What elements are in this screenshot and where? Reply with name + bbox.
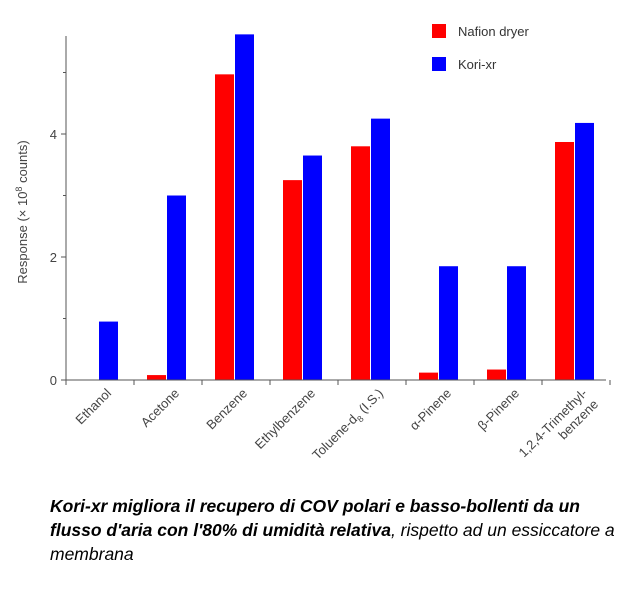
bar-nafion-dryer-7 <box>555 141 574 380</box>
bar-nafion-dryer-6 <box>487 369 506 380</box>
y-axis-title-suffix: counts) <box>15 140 30 186</box>
bars-layer <box>99 34 594 381</box>
legend: Nafion dryer Kori-xr <box>432 24 529 72</box>
figure-caption: Kori-xr migliora il recupero di COV pola… <box>50 494 620 566</box>
x-ticks <box>65 380 611 385</box>
x-tick-label: β-Pinene <box>475 386 523 434</box>
bar-nafion-dryer-2 <box>215 74 234 380</box>
x-tick-label: α-Pinene <box>407 386 455 434</box>
y-ticks: 0 2 4 <box>50 72 66 388</box>
y-tick-label: 4 <box>50 127 57 142</box>
x-tick-label: Ethylbenzene <box>252 386 318 452</box>
legend-label-nafion-dryer: Nafion dryer <box>458 24 529 39</box>
x-tick-label: Ethanol <box>72 385 114 427</box>
bar-kori-xr-1 <box>167 195 186 380</box>
y-tick-label: 2 <box>50 250 57 265</box>
bar-nafion-dryer-5 <box>419 372 438 380</box>
caption-normal: , rispetto ad un essiccatore a membrana <box>50 520 615 564</box>
bar-kori-xr-3 <box>303 155 322 380</box>
x-tick-label: Benzene <box>203 386 250 433</box>
y-axis-title-exponent: 8 <box>14 187 24 192</box>
legend-label-kori-xr: Kori-xr <box>458 57 497 72</box>
x-tick-label: Acetone <box>138 386 182 430</box>
bar-kori-xr-4 <box>371 118 390 380</box>
legend-swatch-nafion-dryer <box>432 24 446 38</box>
bar-kori-xr-0 <box>99 321 118 380</box>
bar-nafion-dryer-4 <box>351 146 370 380</box>
bar-chart: 0 2 4 Ethanol Acetone Benzene EthylbenzeneTol… <box>14 24 611 465</box>
x-tick-label: Toluene-d8 (I.S.) <box>309 386 388 465</box>
caption-bold: Kori-xr migliora il recupero di COV pola… <box>50 496 580 540</box>
bar-kori-xr-2 <box>235 34 254 381</box>
y-tick-label: 0 <box>50 373 57 388</box>
y-axis-title: Response (× 108 counts) <box>14 140 30 283</box>
bar-nafion-dryer-1 <box>147 375 166 380</box>
bar-kori-xr-5 <box>439 266 458 380</box>
legend-swatch-kori-xr <box>432 57 446 71</box>
bar-kori-xr-7 <box>575 122 594 381</box>
bar-kori-xr-6 <box>507 266 526 380</box>
x-tick-labels: Ethanol Acetone Benzene EthylbenzeneToluene… <box>72 385 601 465</box>
y-axis-title-prefix: Response (× 10 <box>15 192 30 284</box>
bar-nafion-dryer-3 <box>283 180 302 380</box>
